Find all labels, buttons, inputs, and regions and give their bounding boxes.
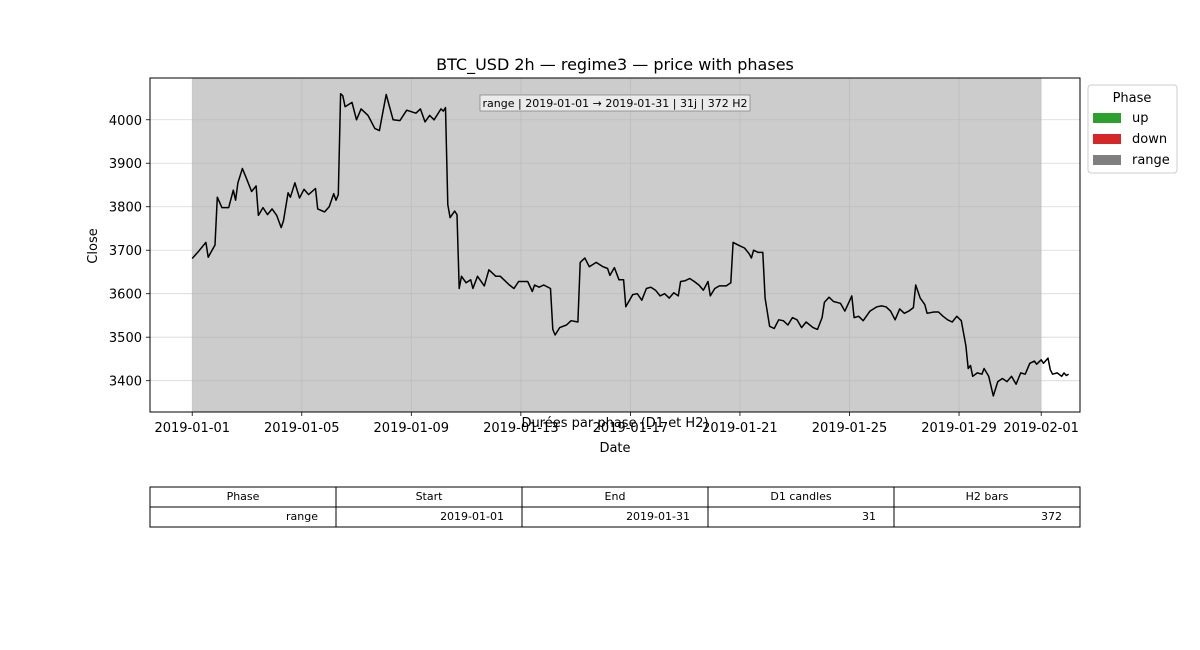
- x-tick-label: 2019-01-05: [264, 421, 340, 436]
- legend-swatch-up: [1093, 113, 1121, 123]
- chart-title: BTC_USD 2h — regime3 — price with phases: [436, 55, 794, 75]
- x-tick-label: 2019-01-29: [921, 421, 997, 436]
- table-cell: 2019-01-31: [626, 510, 690, 523]
- table-cell: 372: [1041, 510, 1062, 523]
- table-header-cell: End: [605, 490, 626, 503]
- table-header-cell: H2 bars: [966, 490, 1009, 503]
- table-cell: 2019-01-01: [440, 510, 504, 523]
- annotation-text: range | 2019-01-01 → 2019-01-31 | 31j | …: [483, 97, 748, 110]
- y-tick-label: 3400: [109, 375, 142, 390]
- close-price-line: [191, 92, 1069, 397]
- legend-label-range: range: [1132, 153, 1170, 168]
- annotation-box: range | 2019-01-01 → 2019-01-31 | 31j | …: [479, 94, 751, 112]
- legend-swatch-down: [1093, 134, 1121, 144]
- x-tick-label: 2019-01-21: [702, 421, 778, 436]
- x-tick-label: 2019-01-17: [593, 421, 669, 436]
- legend-swatch-range: [1093, 155, 1121, 165]
- x-tick-label: 2019-02-01: [1003, 421, 1079, 436]
- x-tick-label: 2019-01-09: [374, 421, 450, 436]
- y-tick-label: 3500: [109, 331, 142, 346]
- x-axis-ticks: 2019-01-01 2019-01-05 2019-01-09 2019-01-13…: [154, 412, 1079, 436]
- table-header-cell: D1 candles: [770, 490, 832, 503]
- phase-table: Phase Start End D1 candles H2 bars range 2019-…: [149, 486, 1081, 528]
- table-header-cell: Phase: [227, 490, 260, 503]
- y-axis-ticks: 3400 3500 3600 3700 3800 3900 4000: [109, 114, 150, 390]
- grid-lines: [150, 78, 1080, 412]
- phase-band-range: [192, 78, 1042, 412]
- x-axis-label: Date: [599, 441, 630, 456]
- axes-frame: [149, 77, 1081, 413]
- y-axis-label: Close: [86, 228, 101, 263]
- y-tick-label: 3700: [109, 244, 142, 259]
- table-cell: 31: [862, 510, 876, 523]
- price-series: [191, 92, 1069, 397]
- y-tick-label: 3900: [109, 157, 142, 172]
- legend-label-down: down: [1132, 132, 1167, 147]
- phase-shading: [192, 78, 1042, 412]
- legend-title: Phase: [1113, 91, 1152, 106]
- y-tick-label: 4000: [109, 114, 142, 129]
- y-tick-label: 3600: [109, 288, 142, 303]
- legend: Phase up down range: [1087, 84, 1178, 174]
- x-tick-label: 2019-01-01: [154, 421, 230, 436]
- x-tick-label: 2019-01-25: [812, 421, 888, 436]
- y-tick-label: 3800: [109, 201, 142, 216]
- table-header-cell: Start: [416, 490, 444, 503]
- legend-label-up: up: [1132, 111, 1149, 126]
- x-tick-label: 2019-01-13: [483, 421, 559, 436]
- table-title: Durées par phase (D1 et H2): [521, 416, 708, 431]
- table-cell: range: [286, 510, 318, 523]
